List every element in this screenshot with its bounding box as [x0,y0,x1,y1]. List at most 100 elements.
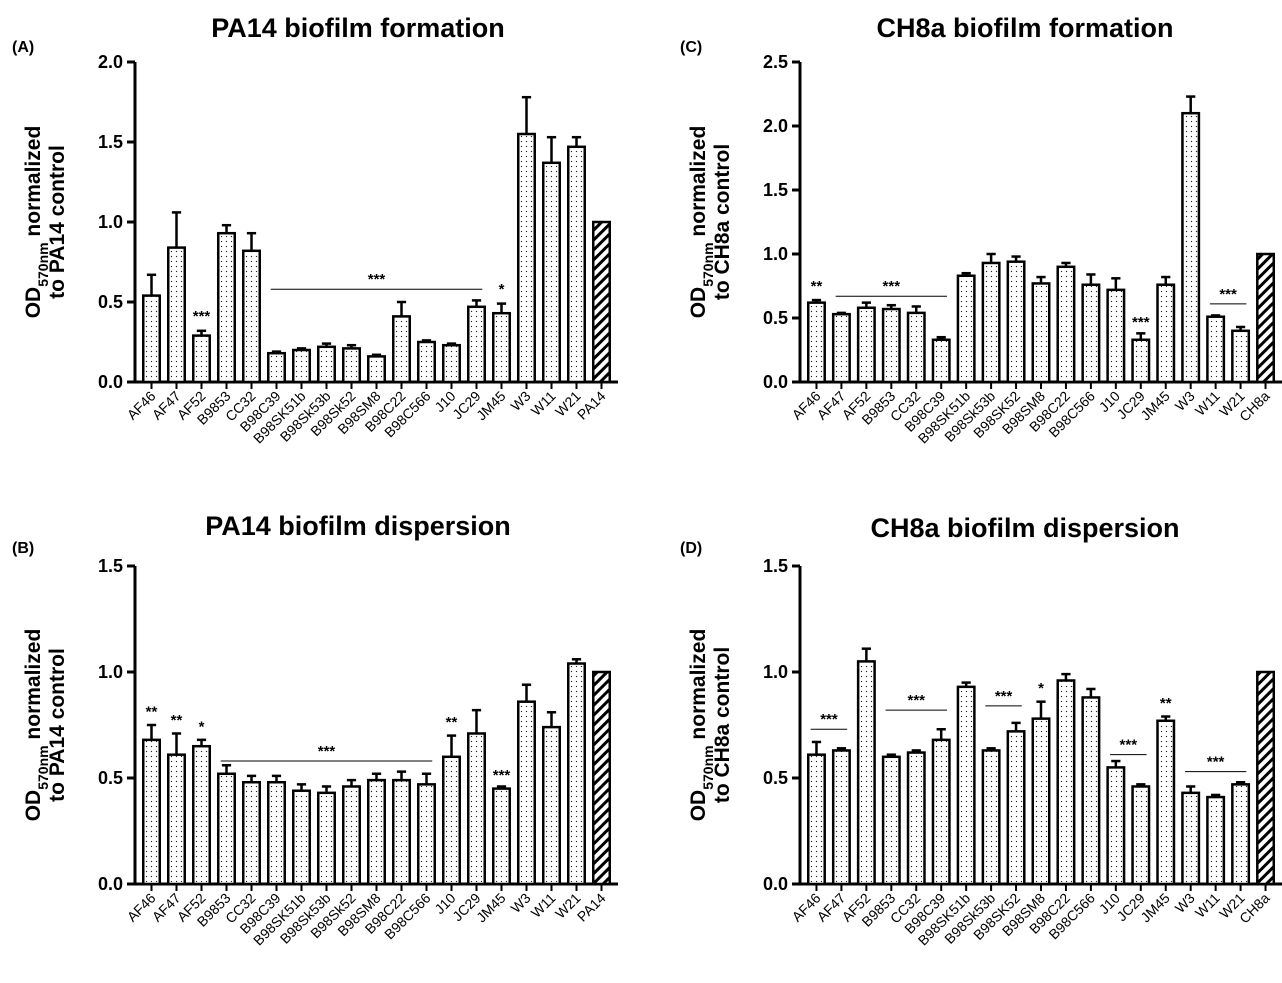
chart-title: PA14 biofilm dispersion [205,511,511,541]
panel-label: (D) [680,540,702,557]
bar-CC32 [906,751,926,886]
bar-B98C566 [417,783,436,886]
significance-label: *** [908,692,926,709]
significance-label: *** [193,308,211,325]
bar-B98Sk52 [342,785,361,886]
significance-label: ** [446,714,458,731]
bar-J10 [442,343,461,384]
bar-B98C39 [931,738,951,886]
bar-B98Sk53b [317,345,336,384]
y-tick-label: 0.5 [763,308,788,328]
significance-label: *** [1219,286,1237,303]
significance-label: * [1038,680,1044,697]
y-tick-label: 1.0 [763,244,788,264]
y-tick-label: 2.0 [98,52,123,72]
y-tick-label: 1.5 [763,556,788,576]
bar-W11 [1206,795,1226,886]
bar-J10 [442,755,461,886]
chart-title: CH8a biofilm dispersion [870,513,1179,543]
y-axis-label: OD570nm normalized [687,126,716,319]
bar-B98SK51b [956,685,976,886]
bar-JM45 [1156,283,1176,384]
significance-label: * [499,281,505,298]
y-axis-label-rest: normalized [687,126,710,243]
panel-label: (B) [12,540,34,557]
bar-W21 [1231,783,1251,886]
significance-label: *** [995,688,1013,705]
y-axis-label-sub: 570nm [700,745,716,789]
bar-CH8a [1256,252,1276,384]
bar-B98C39 [267,351,286,384]
significance-label: * [199,718,205,735]
significance-label: *** [1207,754,1225,771]
bar-W21 [1231,329,1251,384]
bar-B98Sk52 [342,347,361,384]
y-axis-label-line2: to CH8a control [711,647,734,803]
bar-AF47 [831,312,851,384]
y-axis-label-rest: normalized [22,629,45,746]
bar-PA14 [592,670,611,886]
y-tick-label: 0.5 [98,292,123,312]
y-tick-label: 1.0 [763,662,788,682]
bar-B9853 [217,772,236,886]
bar-B98C566 [417,340,436,384]
significance-label: *** [318,743,336,760]
x-tick-label: W11 [528,388,559,419]
bar-W11 [542,161,561,384]
y-axis-label-line2: to PA14 control [46,648,69,802]
y-axis-label-sub: 570nm [700,242,716,286]
x-tick-label: JM45 [473,388,509,424]
bar-B98SM8 [367,778,386,886]
bar-CH8a [1256,670,1276,886]
y-axis-label: OD570nm normalized [687,629,716,822]
panel-label: (C) [680,39,702,56]
bar-CC32 [242,249,261,384]
significance-label: *** [820,711,838,728]
chart-title: CH8a biofilm formation [876,13,1173,43]
y-tick-label: 2.0 [763,116,788,136]
bar-W3 [1181,111,1201,384]
significance-label: *** [1120,737,1138,754]
bar-PA14 [592,220,611,384]
y-tick-label: 0.0 [763,874,788,894]
bar-B9853 [881,755,901,886]
y-tick-label: 0.0 [98,372,123,392]
x-tick-label: JM45 [1137,890,1173,926]
bar-JM45 [492,311,511,384]
bar-JM45 [492,787,511,886]
bar-B98C22 [392,778,411,886]
y-tick-label: 0.5 [98,768,123,788]
x-tick-label: PA14 [574,388,609,423]
bar-B98C566 [1081,696,1101,886]
y-axis-label-sub: 570nm [35,745,51,789]
bar-CC32 [906,311,926,384]
bar-W11 [542,725,561,886]
bar-B98C39 [267,780,286,886]
significance-label: *** [1132,314,1150,331]
bar-B98C39 [931,338,951,384]
bar-B98Sk53b [317,791,336,886]
y-axis-label-od: OD [22,790,45,822]
y-tick-label: 1.0 [98,662,123,682]
panel-label: (A) [12,39,34,56]
bar-JC29 [467,732,486,886]
significance-label: ** [1160,695,1172,712]
y-axis-label-sub: 570nm [35,242,51,286]
y-tick-label: 1.5 [763,180,788,200]
significance-label: ** [146,704,158,721]
bar-JM45 [1156,719,1176,886]
bar-J10 [1106,288,1126,384]
bar-AF46 [142,738,161,886]
significance-label: *** [368,271,386,288]
bar-W3 [517,132,536,384]
y-axis-label: OD570nm normalized [22,126,51,319]
bar-B98C566 [1081,283,1101,384]
bar-CC32 [242,780,261,886]
bar-B98Sk53b [981,261,1001,384]
bar-W11 [1206,315,1226,384]
y-axis-label-od: OD [687,790,710,822]
y-tick-label: 1.5 [98,556,123,576]
bar-JC29 [467,305,486,384]
y-axis-label-line2: to PA14 control [46,145,69,299]
chart-panel-2: (B) PA14 biofilm dispersion OD570nm normal… [12,511,618,948]
